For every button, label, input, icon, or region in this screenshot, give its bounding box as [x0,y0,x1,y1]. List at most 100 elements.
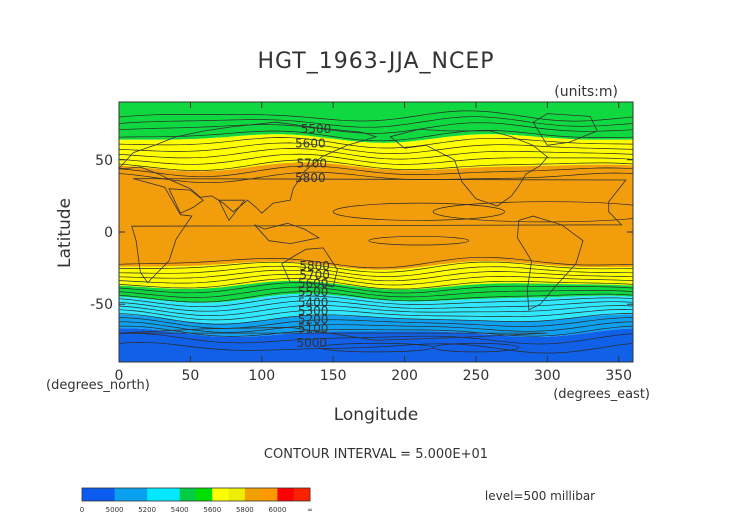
contour-line [119,278,633,290]
colorbar-tick-label: ∞ [307,506,313,514]
contour-line [119,137,633,149]
x-tick-label: 50 [181,368,199,384]
contour-label: 5700 [296,157,327,171]
contour-line [119,171,633,184]
contour-line [119,309,633,321]
continent-outline [119,121,378,214]
y-axis-title: Latitude [55,198,75,268]
x-tick-label: 300 [534,368,561,384]
contour-line [432,342,520,353]
continent-outline [516,215,584,311]
colorbar-swatch [114,488,132,501]
contour-line [332,202,505,221]
x-axis-title: Longitude [334,405,419,425]
x-tick-label: 200 [391,368,418,384]
colorbar-swatch [130,488,148,501]
contour-line [119,304,633,316]
x-unit-label: (degrees_east) [553,387,650,402]
contour-line [119,269,633,282]
continent-outline [119,326,548,341]
contour-line [119,321,633,333]
contour-line [119,282,633,294]
x-tick-label: 250 [463,368,490,384]
continent-outline [389,128,548,207]
contour-label: 5600 [298,277,329,291]
contour-labels: 5500560057005800580057005600550054005300… [295,122,331,350]
contour-line [119,122,633,134]
contour-line [119,142,633,154]
plot-area [119,102,633,362]
level-text: level=500 millibar [485,489,595,503]
contour-label: 5100 [298,321,329,335]
colorbar-tick-label: 5600 [203,506,221,514]
contour-label: 5400 [298,295,329,309]
contour-line [119,261,633,273]
contour-line [119,256,633,269]
colorbar-swatch [179,488,197,501]
axes: 0 50 100 150 200 250 300 350 -50 0 50 [90,101,634,384]
continent-outline [131,178,627,284]
contour-label: 5800 [299,259,330,273]
colorbar-tick-label: 5000 [106,506,124,514]
contour-line [119,153,633,165]
contour-line [119,110,633,122]
contour-line [119,159,633,171]
colorbar-swatch [277,488,295,501]
contour-label: 5700 [299,268,330,282]
field-band-5800-6000 [119,162,633,270]
colorbar-swatch [293,488,311,501]
colorbar-swatch [147,488,164,501]
contour-line [119,286,633,298]
colorbar-tick-label: 5800 [236,506,254,514]
contour-line [119,273,633,286]
chart-title: HGT_1963-JJA_NCEP [257,49,494,74]
units-label: (units:m) [554,84,618,100]
contour-line [119,116,633,128]
colorbar-swatch [244,488,262,501]
continent-outline [218,199,246,222]
colorbar: 0 5000 5200 5400 5600 5800 6000 ∞ [80,487,313,514]
contour-line [119,148,633,160]
contour-line [432,201,633,223]
field-group [119,102,633,362]
x-tick-label: 150 [320,368,347,384]
contour-line [119,265,633,277]
contour-label: 5500 [298,285,329,299]
colorbar-frame [81,487,311,502]
contour-label: 5600 [295,136,326,150]
colorbar-tick-label: 0 [80,506,84,514]
contour-line [119,333,633,345]
colorbar-tick-label: 6000 [269,506,287,514]
contour-line [119,317,633,329]
colorbar-swatch [163,488,181,501]
y-tick-label: 0 [104,225,113,241]
contour-label: 5200 [298,313,329,327]
colorbar-tick-label: 5200 [138,506,156,514]
y-tick-label: -50 [90,297,113,313]
x-tick-label: 350 [605,368,632,384]
contour-label: 5500 [301,122,332,136]
field-band-0-5000 [119,328,633,362]
contour-line [119,313,633,325]
field-band-5200-5400 [119,293,633,324]
colorbar-swatch [212,488,230,501]
continent-outline [281,247,338,288]
y-tick-label: 50 [95,153,113,169]
contour-line [119,300,633,312]
colorbar-swatch [261,488,278,501]
contour-label: 5800 [295,171,326,185]
colorbar-swatch [98,488,116,501]
contour-line [119,130,633,142]
contour-line [119,295,633,308]
y-unit-label: (degrees_north) [46,378,150,393]
x-tick-label: 100 [248,368,275,384]
contour-line [119,325,633,337]
continent-outline [254,222,320,245]
x-tick-label: 0 [115,368,124,384]
continent-outline [168,188,204,214]
contour-line [119,342,633,354]
contour-line [368,235,470,246]
colorbar-swatch [196,488,213,501]
colorbar-swatch [82,488,99,501]
